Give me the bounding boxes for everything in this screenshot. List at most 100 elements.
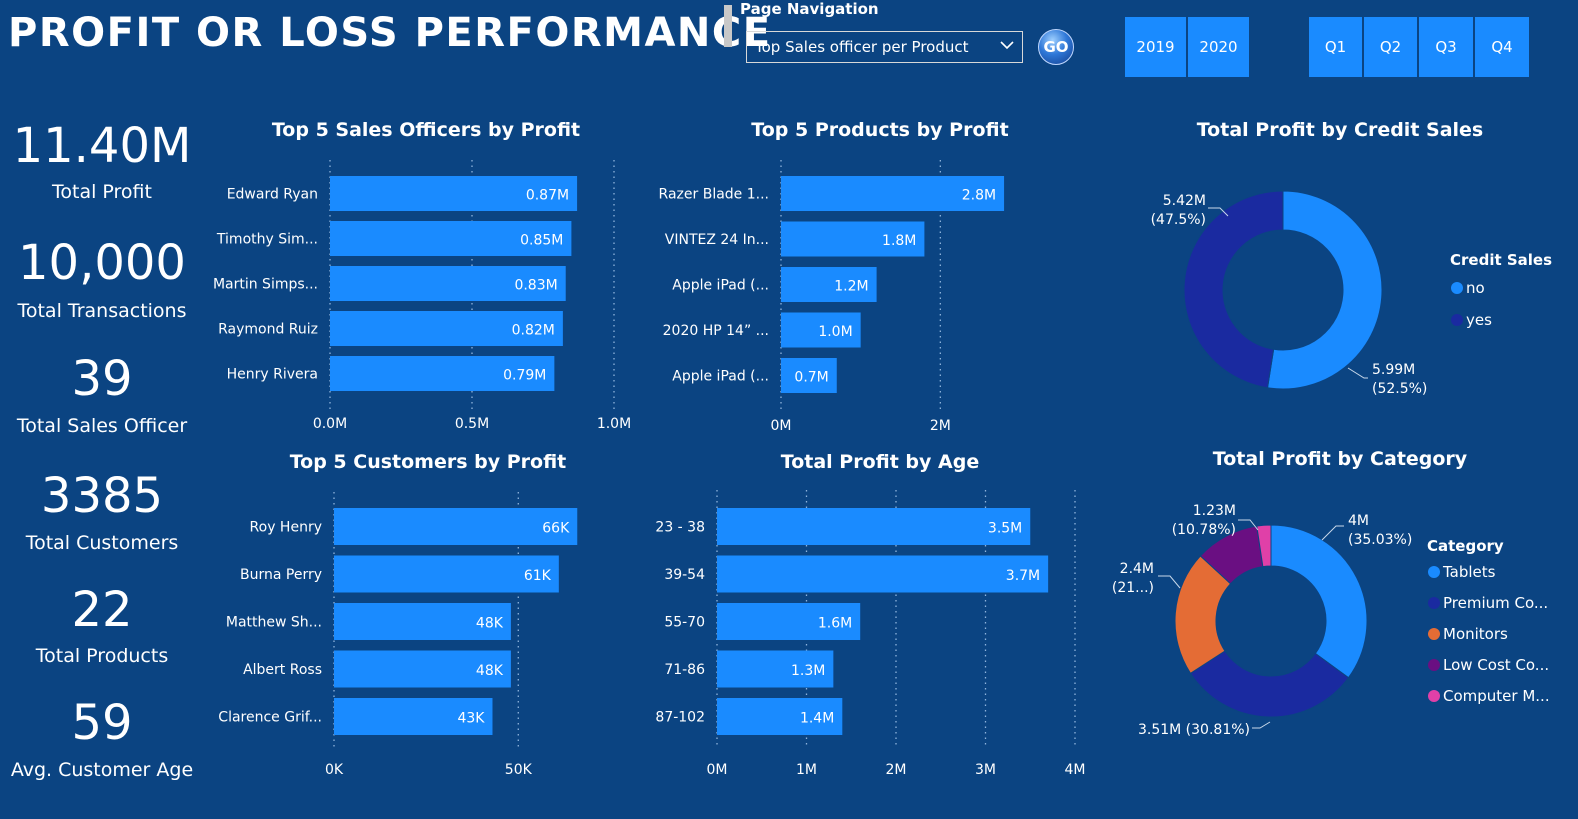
go-button[interactable]: GO	[1038, 29, 1074, 65]
page-navigation-dropdown[interactable]: Top Sales officer per Product	[746, 31, 1023, 63]
year-2019-button[interactable]: 2019	[1125, 17, 1186, 77]
chart-title-category: Total Profit by Category	[1212, 448, 1468, 470]
data-label: 3.5M	[988, 521, 1022, 537]
kpi-avg-customer-age-label: Avg. Customer Age	[10, 759, 194, 781]
bar	[717, 603, 861, 640]
x-tick-label: 4M	[1065, 762, 1086, 778]
slice-percent-label: (21...)	[1112, 580, 1154, 596]
category-label: Burna Perry	[240, 567, 322, 583]
kpi-avg-customer-age-value: 59	[71, 695, 133, 751]
leader-line	[1347, 367, 1368, 379]
year-2020-button[interactable]: 2020	[1188, 17, 1249, 77]
x-tick-label: 50K	[505, 762, 533, 778]
legend-label: no	[1466, 279, 1485, 297]
data-label: 0.7M	[794, 370, 828, 386]
slice-value-label: 5.99M	[1372, 362, 1415, 378]
slice-percent-label: (35.03%)	[1348, 532, 1412, 548]
kpi-total-profit-value: 11.40M	[12, 118, 192, 174]
legend-marker	[1428, 659, 1440, 671]
category-label: Raymond Ruiz	[218, 322, 318, 338]
kpi-total-sales-officer-value: 39	[71, 351, 133, 407]
data-label: 2.8M	[962, 188, 996, 204]
donut-slice	[1256, 524, 1272, 568]
age-bar-chart: 0M 1M 2M 3M 4M 23 - 38 3.5M 39-54 3.7M 55-70 1.6M 7…	[655, 490, 1086, 778]
bar	[330, 356, 555, 391]
quarter-q1-button[interactable]: Q1	[1309, 17, 1362, 77]
category-donut-chart: Category Tablets Premium Co... Monitors Low …	[1112, 503, 1550, 738]
bar	[781, 221, 925, 257]
donut-slice	[1266, 190, 1383, 390]
bar	[330, 266, 566, 301]
chart-title-credit: Total Profit by Credit Sales	[1196, 119, 1484, 141]
bar	[330, 176, 578, 211]
x-tick-label: 0.0M	[313, 416, 347, 432]
data-label: 0.82M	[512, 323, 555, 339]
legend-label: Monitors	[1443, 625, 1508, 643]
bar	[717, 698, 843, 735]
data-label: 0.87M	[526, 188, 569, 204]
category-label: Apple iPad (...	[672, 369, 769, 385]
quarter-q3-button[interactable]: Q3	[1419, 17, 1473, 77]
bar	[334, 508, 578, 545]
bar	[717, 555, 1049, 593]
data-label: 1.2M	[834, 279, 868, 295]
customers-bar-chart: 0K 50K Roy Henry 66K Burna Perry 61K Matthew S…	[218, 492, 578, 778]
x-tick-label: 0M	[771, 418, 792, 434]
category-label: Apple iPad (...	[672, 278, 769, 294]
legend-label: Low Cost Co...	[1443, 656, 1549, 674]
kpi-total-transactions-label: Total Transactions	[17, 300, 187, 322]
x-tick-label: 2M	[886, 762, 907, 778]
chart-title-customers: Top 5 Customers by Profit	[289, 451, 567, 473]
chart-title-officers: Top 5 Sales Officers by Profit	[271, 119, 581, 141]
kpi-total-customers-value: 3385	[40, 468, 164, 524]
bar	[781, 358, 837, 393]
slice-value-label: 4M	[1348, 513, 1369, 529]
legend-marker	[1428, 597, 1440, 609]
bar	[717, 508, 1031, 545]
category-label: Albert Ross	[243, 662, 322, 678]
bar	[717, 650, 834, 688]
bar	[781, 267, 877, 302]
chart-title-products: Top 5 Products by Profit	[751, 119, 1009, 141]
legend-label: yes	[1466, 311, 1492, 329]
x-tick-label: 0K	[325, 762, 344, 778]
data-label: 1.6M	[818, 616, 852, 632]
category-label: Razer Blade 1...	[659, 187, 769, 203]
legend-title: Credit Sales	[1450, 251, 1552, 269]
data-label: 1.3M	[791, 663, 825, 679]
slice-value-label: 3.51M (30.81%)	[1138, 722, 1250, 738]
data-label: 0.85M	[520, 233, 563, 249]
slice-percent-label: (52.5%)	[1372, 381, 1427, 397]
kpi-total-profit-label: Total Profit	[52, 181, 152, 203]
legend-marker	[1451, 314, 1463, 326]
data-label: 1.8M	[882, 233, 916, 249]
category-label: Edward Ryan	[227, 187, 318, 203]
slice-percent-label: (10.78%)	[1172, 522, 1236, 538]
leader-line	[1208, 207, 1229, 217]
legend-marker	[1428, 628, 1440, 640]
bar	[330, 221, 572, 256]
slice-value-label: 1.23M	[1193, 503, 1236, 519]
legend-marker	[1428, 566, 1440, 578]
slice-percent-label: (47.5%)	[1151, 212, 1206, 228]
bar	[781, 312, 861, 348]
bar	[334, 650, 511, 688]
category-label: Clarence Grif...	[218, 710, 322, 726]
products-bar-chart: 0M 2M Razer Blade 1... 2.8M VINTEZ 24 In... 1…	[659, 160, 1005, 434]
category-label: 71-86	[664, 662, 705, 678]
slice-value-label: 5.42M	[1163, 193, 1206, 209]
page-title: PROFIT OR LOSS PERFORMANCE	[8, 10, 772, 56]
bar	[334, 603, 511, 640]
quarter-q4-button[interactable]: Q4	[1475, 17, 1529, 77]
kpi-total-transactions-value: 10,000	[18, 235, 186, 291]
kpi-total-customers-label: Total Customers	[25, 532, 179, 554]
chart-title-age: Total Profit by Age	[780, 451, 980, 473]
x-tick-label: 0M	[707, 762, 728, 778]
bar	[781, 176, 1005, 211]
legend-marker	[1428, 690, 1440, 702]
title-divider	[724, 5, 732, 47]
quarter-q2-button[interactable]: Q2	[1364, 17, 1417, 77]
data-label: 3.7M	[1006, 568, 1040, 584]
leader-line	[1158, 575, 1181, 589]
legend-title: Category	[1427, 537, 1504, 555]
